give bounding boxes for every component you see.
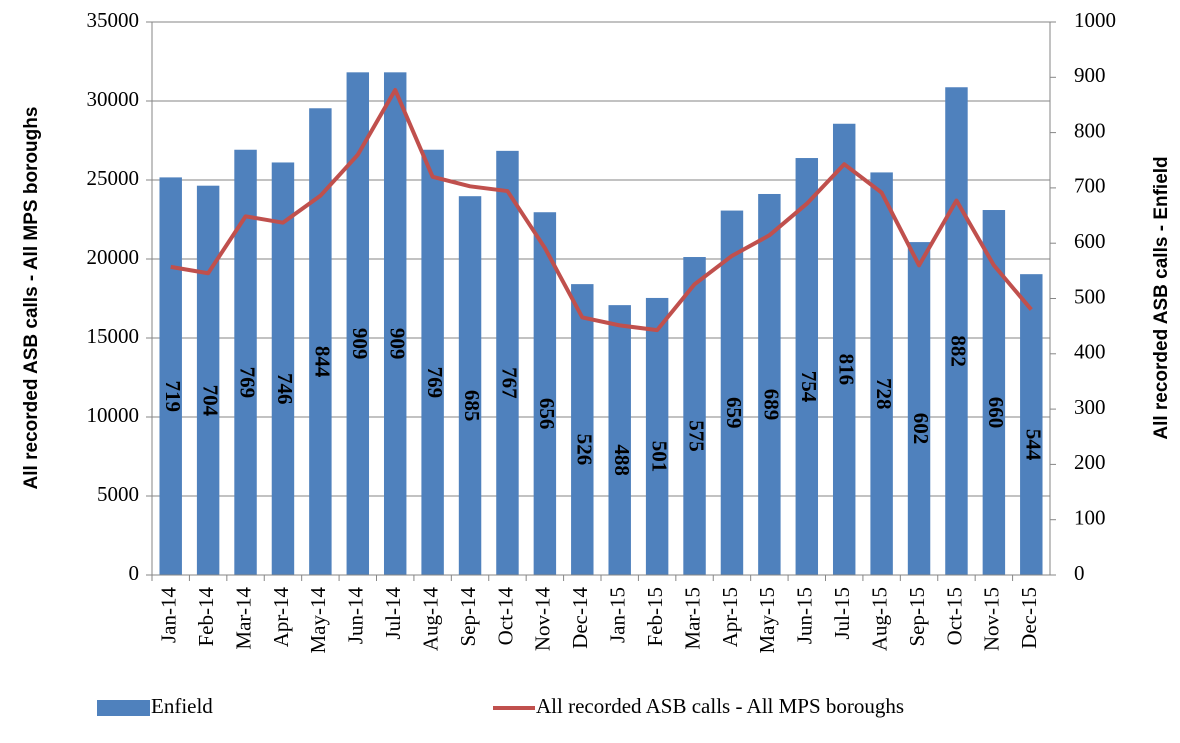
data-label: 728: [872, 378, 896, 410]
bar: [159, 177, 182, 575]
bar: [458, 196, 482, 575]
data-label: 602: [909, 413, 933, 445]
bar: [907, 242, 931, 575]
x-tick-label: Sep-15: [905, 587, 929, 647]
bar: [571, 284, 594, 575]
data-label: 769: [236, 367, 260, 399]
x-tick-label: Feb-14: [194, 587, 218, 647]
bar: [383, 72, 407, 575]
data-label: 816: [834, 354, 858, 386]
bar: [683, 257, 706, 575]
y-tick-label: 15000: [87, 324, 140, 348]
bar: [982, 210, 1006, 575]
y2-tick-label: 0: [1074, 561, 1085, 585]
bar: [421, 149, 444, 576]
y2-tick-label: 1000: [1074, 8, 1116, 32]
bar: [533, 212, 557, 575]
x-tick-label: Jan-15: [606, 587, 630, 643]
y2-tick-label: 400: [1074, 340, 1106, 364]
y-tick-label: 25000: [87, 166, 140, 190]
legend-label: Enfield: [151, 694, 213, 718]
data-label: 769: [423, 367, 447, 399]
x-tick-label: May-15: [755, 587, 779, 654]
data-label: 575: [685, 420, 709, 452]
y2-tick-label: 900: [1074, 63, 1106, 87]
data-label: 659: [722, 397, 746, 429]
y2-tick-label: 100: [1074, 506, 1106, 530]
data-label: 909: [348, 328, 372, 360]
x-tick-label: May-14: [306, 587, 330, 654]
y-tick-label: 35000: [87, 8, 140, 32]
bar: [870, 172, 893, 575]
y-tick-label: 0: [129, 561, 140, 585]
bar: [496, 150, 519, 575]
y2-tick-label: 800: [1074, 118, 1106, 142]
y2-tick-label: 200: [1074, 450, 1106, 474]
data-label: 746: [273, 373, 297, 405]
x-tick-label: Jun-15: [793, 587, 817, 644]
bar: [645, 297, 669, 575]
data-label: 488: [610, 444, 634, 476]
x-tick-label: Feb-15: [643, 587, 667, 647]
x-tick-label: Oct-15: [942, 587, 966, 645]
data-label: 656: [535, 398, 559, 430]
x-tick-label: Mar-14: [231, 587, 255, 650]
y2-tick-label: 300: [1074, 395, 1106, 419]
data-label: 685: [460, 390, 484, 422]
data-label: 660: [984, 397, 1008, 429]
bar: [608, 305, 631, 575]
bar: [758, 193, 781, 575]
y2-axis-title: All recorded ASB calls - Enfield: [1151, 156, 1172, 439]
y2-tick-label: 700: [1074, 174, 1106, 198]
data-label: 526: [572, 434, 596, 466]
bar: [720, 210, 744, 575]
y2-tick-label: 500: [1074, 284, 1106, 308]
legend-label: All recorded ASB calls - All MPS borough…: [536, 694, 904, 718]
bar: [832, 123, 856, 575]
x-tick-label: Oct-14: [493, 587, 517, 646]
bar: [346, 72, 370, 575]
data-label: 689: [760, 389, 784, 421]
bar: [234, 149, 257, 576]
data-label: 909: [385, 328, 409, 360]
y-tick-label: 20000: [87, 245, 140, 269]
data-label: 544: [1021, 429, 1045, 461]
bar: [309, 108, 332, 575]
data-label: 501: [647, 441, 671, 473]
bar: [945, 87, 968, 575]
y-tick-label: 10000: [87, 403, 140, 427]
x-tick-label: Nov-15: [980, 587, 1004, 651]
bar: [795, 158, 819, 575]
x-tick-label: Aug-14: [418, 587, 442, 652]
data-label: 844: [311, 346, 335, 378]
y-tick-label: 30000: [87, 87, 140, 111]
x-tick-label: Jun-14: [344, 587, 368, 645]
data-label: 767: [498, 367, 522, 399]
x-tick-label: Jul-14: [381, 587, 405, 640]
x-tick-label: Jan-14: [157, 587, 181, 643]
data-label: 719: [161, 380, 185, 412]
x-tick-label: Dec-15: [1017, 587, 1041, 649]
data-label: 754: [797, 371, 821, 403]
legend-swatch: [97, 700, 150, 716]
x-tick-label: Apr-15: [718, 587, 742, 647]
x-tick-label: Jul-15: [830, 587, 854, 640]
x-tick-label: Dec-14: [568, 587, 592, 649]
y2-tick-label: 600: [1074, 229, 1106, 253]
line: [170, 87, 1033, 333]
x-tick-label: Mar-15: [680, 587, 704, 650]
data-label: 882: [947, 335, 971, 367]
bar: [196, 185, 220, 576]
data-label: 704: [198, 385, 222, 417]
x-tick-label: Sep-14: [456, 587, 480, 647]
bar: [1020, 274, 1043, 575]
bar: [271, 162, 295, 575]
x-tick-label: Aug-15: [867, 587, 891, 651]
x-tick-label: Apr-14: [269, 587, 293, 648]
y-tick-label: 5000: [97, 482, 139, 506]
y-axis-title: All recorded ASB calls - All MPS borough…: [21, 107, 42, 490]
x-tick-label: Nov-14: [531, 587, 555, 652]
